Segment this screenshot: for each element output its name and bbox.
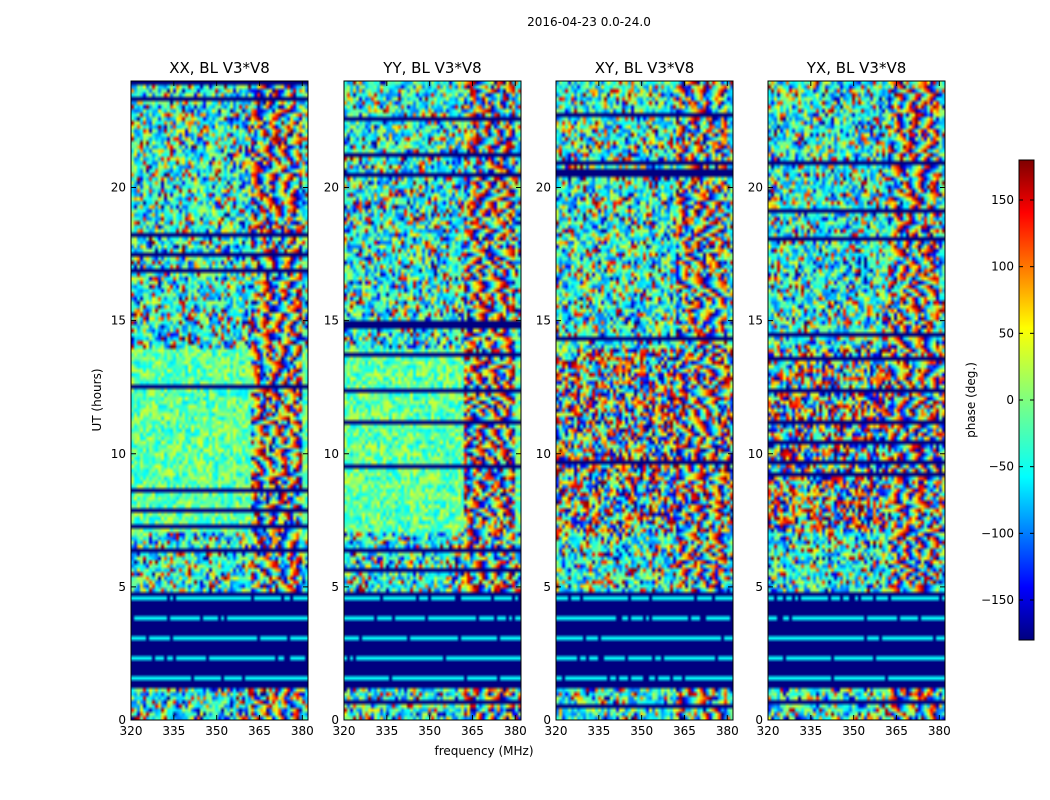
y-tick-label: 5 [331, 580, 339, 594]
y-tick-label: 10 [111, 447, 126, 461]
x-tick-label: 365 [248, 724, 271, 738]
y-tick-label: 10 [536, 447, 551, 461]
x-tick-label: 380 [928, 724, 951, 738]
panel-yx-heatmap [768, 81, 945, 720]
y-tick-label: 15 [536, 314, 551, 328]
colorbar-tick-label: 100 [991, 260, 1014, 274]
panel-xx: XX, BL V3*V8 320 335 350 365 380 0 5 10 15 20 [111, 59, 314, 738]
colorbar-label: phase (deg.) [964, 362, 978, 438]
y-tick-label: 5 [543, 580, 551, 594]
panel-xy-heatmap [556, 81, 733, 720]
y-tick-label: 20 [111, 181, 126, 195]
x-tick-label: 320 [757, 724, 780, 738]
panel-title: YX, BL V3*V8 [806, 59, 907, 77]
panel-frame [767, 80, 946, 721]
y-tick-label: 15 [748, 314, 763, 328]
x-tick-label: 335 [375, 724, 398, 738]
panel-frame [555, 80, 734, 721]
colorbar-tick-label: −50 [989, 460, 1014, 474]
y-tick-label: 10 [748, 447, 763, 461]
colorbar-tick-label: 50 [999, 326, 1014, 340]
colorbar: 150 100 50 0 −50 −100 −150 phase (deg.) [964, 159, 1035, 641]
x-tick-label: 350 [630, 724, 653, 738]
panel-yy: YY, BL V3*V8 320 335 350 365 380 0 5 10 15 20 [324, 59, 527, 738]
figure-title: 2016-04-23 0.0-24.0 [527, 15, 651, 29]
y-tick-label: 5 [118, 580, 126, 594]
y-tick-label: 0 [331, 713, 339, 727]
y-tick-label: 20 [324, 181, 339, 195]
x-tick-label: 380 [504, 724, 527, 738]
x-tick-label: 380 [291, 724, 314, 738]
y-tick-label: 15 [324, 314, 339, 328]
colorbar-tick-label: 0 [1006, 393, 1014, 407]
panel-title: XY, BL V3*V8 [595, 59, 695, 77]
x-tick-label: 350 [842, 724, 865, 738]
panel-yx: YX, BL V3*V8 320 335 350 365 380 0 5 10 15 20 [748, 59, 951, 738]
x-tick-label: 350 [418, 724, 441, 738]
y-tick-label: 20 [748, 181, 763, 195]
colorbar-tick-label: −100 [981, 526, 1014, 540]
x-tick-label: 335 [162, 724, 185, 738]
y-tick-label: 0 [755, 713, 763, 727]
x-axis-label: frequency (MHz) [434, 744, 533, 758]
x-tick-label: 350 [205, 724, 228, 738]
y-tick-label: 0 [543, 713, 551, 727]
panel-yy-heatmap [344, 81, 521, 720]
y-tick-label: 5 [755, 580, 763, 594]
panel-xy: XY, BL V3*V8 320 335 350 365 380 0 5 10 15 20 [536, 59, 739, 738]
x-tick-label: 320 [120, 724, 143, 738]
x-tick-label: 335 [799, 724, 822, 738]
panel-xx-heatmap [131, 81, 308, 720]
panel-frame [130, 80, 309, 721]
x-tick-label: 335 [587, 724, 610, 738]
panel-title: XX, BL V3*V8 [169, 59, 270, 77]
x-tick-label: 320 [545, 724, 568, 738]
colorbar-tick-label: −150 [981, 593, 1014, 607]
x-tick-label: 380 [716, 724, 739, 738]
panel-title: YY, BL V3*V8 [382, 59, 481, 77]
y-tick-label: 10 [324, 447, 339, 461]
x-tick-label: 365 [885, 724, 908, 738]
x-tick-label: 365 [461, 724, 484, 738]
colorbar-ticks: 150 100 50 0 −50 −100 −150 [981, 193, 1034, 607]
y-tick-label: 0 [118, 713, 126, 727]
colorbar-tick-label: 150 [991, 193, 1014, 207]
y-tick-label: 20 [536, 181, 551, 195]
y-axis-label: UT (hours) [90, 368, 104, 431]
y-tick-label: 15 [111, 314, 126, 328]
panel-frame [343, 80, 522, 721]
x-tick-label: 320 [333, 724, 356, 738]
x-tick-label: 365 [673, 724, 696, 738]
